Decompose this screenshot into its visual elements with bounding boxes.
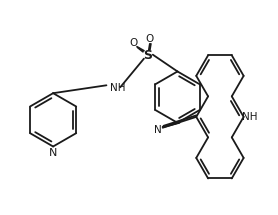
Text: N: N bbox=[49, 149, 57, 158]
Text: S: S bbox=[143, 49, 152, 62]
Text: N: N bbox=[154, 125, 162, 135]
Text: O: O bbox=[146, 34, 154, 44]
Text: NH: NH bbox=[242, 112, 257, 122]
Text: O: O bbox=[129, 38, 137, 48]
Text: NH: NH bbox=[110, 83, 126, 93]
